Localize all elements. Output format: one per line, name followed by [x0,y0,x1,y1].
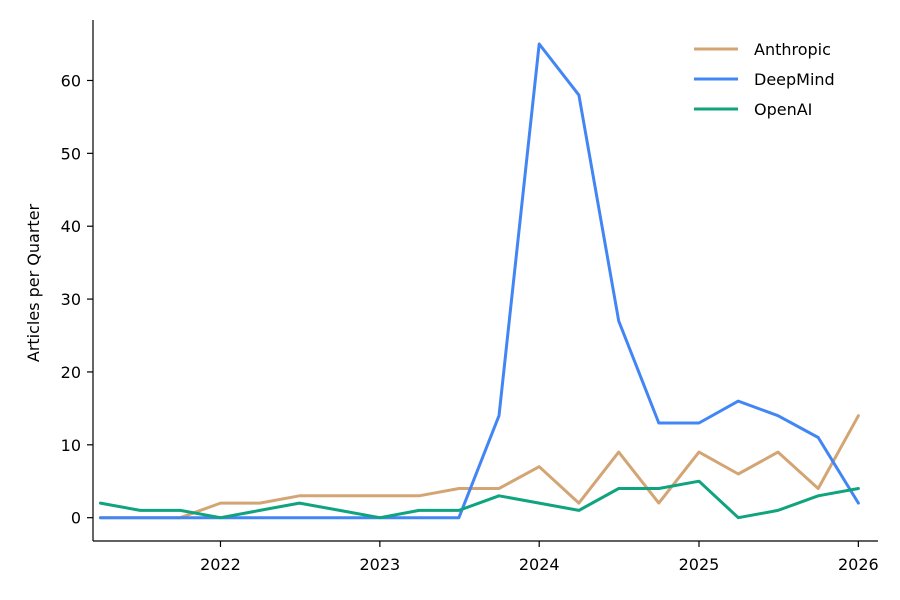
y-tick-label: 30 [61,290,81,309]
y-tick-label: 40 [61,217,81,236]
x-tick-label: 2026 [838,555,879,574]
series-line-anthropic [98,414,860,520]
axes-layer [92,20,878,542]
y-tick-label: 60 [61,71,81,90]
x-tick-label: 2022 [200,555,241,574]
y-tick-label: 10 [61,436,81,455]
y-tick-label: 50 [61,144,81,163]
y-tick-label: 20 [61,363,81,382]
legend: Anthropic DeepMind OpenAI [694,40,835,119]
x-tick-label: 2024 [519,555,560,574]
legend-label-anthropic: Anthropic [754,40,831,59]
series-line-deepmind [98,42,860,520]
y-ticks: 0 10 20 30 40 50 60 [61,71,93,528]
series-layer [98,42,860,520]
legend-label-openai: OpenAI [754,100,812,119]
x-tick-label: 2023 [359,555,400,574]
x-tick-label: 2025 [679,555,720,574]
y-axis-title: Articles per Quarter [24,203,43,362]
series-line-openai [98,479,860,520]
legend-label-deepmind: DeepMind [754,70,835,89]
y-tick-label: 0 [71,509,81,528]
x-ticks: 2022 2023 2024 2025 2026 [200,541,879,574]
